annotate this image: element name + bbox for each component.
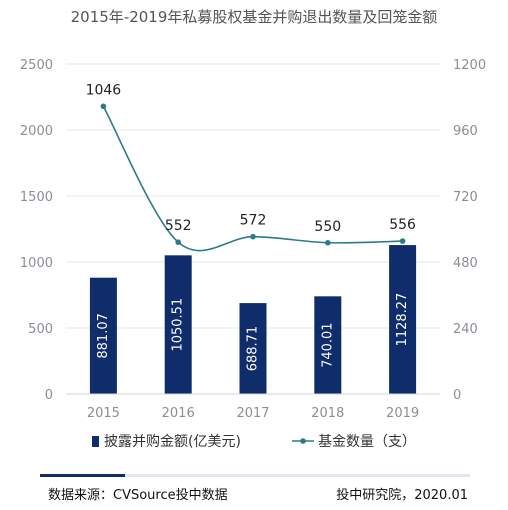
left-axis: 0 500 1000 1500 2000 2500 <box>20 58 53 403</box>
bar <box>389 245 417 394</box>
bar-value-label: 1050.51 <box>171 298 186 352</box>
x-tick-label: 2016 <box>162 406 195 421</box>
bar <box>239 303 267 394</box>
legend-bar-label: 披露并购金额(亿美元) <box>104 434 241 450</box>
bar-value-label: 881.07 <box>96 313 111 359</box>
line-series: 1046 552 572 550 556 <box>86 82 416 252</box>
fund-count-line <box>102 105 403 252</box>
bar <box>89 277 117 394</box>
right-tick-label: 0 <box>453 388 461 403</box>
left-tick-label: 1500 <box>20 190 53 205</box>
x-axis: 2015 2016 2017 2018 2019 <box>66 393 440 421</box>
bar-value-label: 740.01 <box>320 322 335 368</box>
line-point <box>250 233 256 240</box>
bar-series: 881.07 1050.51 688.71 740.01 1128.27 <box>89 245 417 394</box>
left-tick-label: 0 <box>45 388 53 403</box>
line-point <box>175 239 181 245</box>
line-value-label: 556 <box>389 217 416 233</box>
right-tick-label: 240 <box>453 322 478 337</box>
bar-value-label: 688.71 <box>246 326 261 372</box>
bar-value-label: 1128.27 <box>395 293 410 347</box>
bar <box>164 255 192 394</box>
line-value-label: 572 <box>240 213 267 229</box>
chart-title: 2015年-2019年私募股权基金并购退出数量及回笼金额 <box>70 8 438 26</box>
x-tick-label: 2018 <box>311 406 344 421</box>
right-tick-label: 480 <box>453 256 478 271</box>
line-value-label: 550 <box>314 219 341 235</box>
right-axis: 0 240 480 720 960 1200 <box>453 58 486 403</box>
right-tick-label: 720 <box>453 190 478 205</box>
legend: 披露并购金额(亿美元) 基金数量（支） <box>92 433 416 450</box>
line-value-label: 1046 <box>86 82 122 98</box>
line-point <box>325 239 331 246</box>
bar <box>314 296 342 394</box>
footer-credit: 投中研究院，2020.01 <box>336 488 468 503</box>
line-point <box>399 238 406 244</box>
data-source: 数据来源：CVSource投中数据 <box>48 488 228 503</box>
legend-line-label: 基金数量（支） <box>318 433 416 450</box>
x-tick-label: 2015 <box>87 406 120 421</box>
x-tick-label: 2017 <box>236 406 269 421</box>
line-value-label: 552 <box>165 218 192 234</box>
left-tick-label: 1000 <box>20 256 53 271</box>
combo-chart: 0 500 1000 1500 2000 2500 0 240 480 720 960 1200 8… <box>20 58 486 450</box>
left-tick-label: 2000 <box>20 124 53 139</box>
x-tick-label: 2019 <box>386 406 419 421</box>
legend-line-marker <box>300 438 306 444</box>
left-tick-label: 2500 <box>20 58 53 73</box>
line-point <box>100 103 107 110</box>
right-tick-label: 960 <box>453 124 478 139</box>
footer-divider-accent <box>40 474 125 477</box>
right-tick-label: 1200 <box>453 58 486 73</box>
legend-bar-swatch <box>92 436 99 447</box>
footer-divider <box>40 474 470 477</box>
left-tick-label: 500 <box>28 322 53 337</box>
